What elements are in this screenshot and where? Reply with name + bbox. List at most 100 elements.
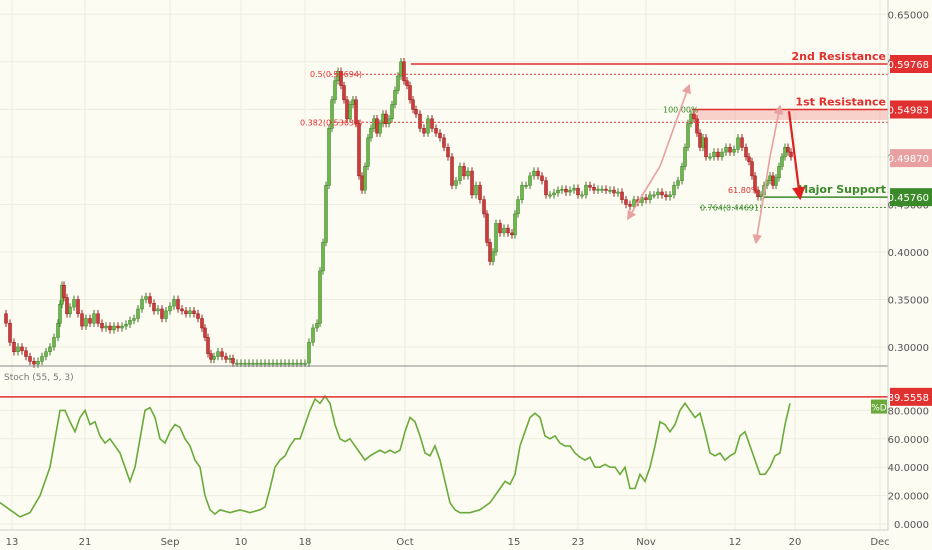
- candle: [418, 113, 422, 129]
- candle: [434, 128, 438, 134]
- candle: [753, 175, 757, 191]
- price-tick-label: 0.30000: [888, 343, 929, 354]
- candle: [656, 191, 660, 196]
- candle: [576, 187, 580, 196]
- candle: [786, 147, 790, 153]
- candle: [216, 351, 220, 357]
- stoch-title: Stoch (55, 5, 3): [4, 373, 74, 383]
- candle: [430, 118, 434, 129]
- candle: [695, 118, 699, 134]
- stoch-tick-label: 0.0000: [894, 520, 929, 531]
- projection-arrow-pink: [626, 165, 661, 221]
- candle: [470, 170, 474, 196]
- candle: [686, 123, 690, 148]
- candle: [40, 356, 44, 362]
- candle: [604, 188, 608, 191]
- candle: [44, 351, 48, 357]
- candle: [366, 137, 370, 167]
- candle: [390, 104, 394, 120]
- candle: [360, 175, 364, 191]
- time-tick-label: 23: [572, 537, 585, 548]
- time-tick-label: Sep: [161, 537, 180, 548]
- candle: [528, 175, 532, 186]
- candle: [180, 308, 184, 312]
- candle: [506, 227, 510, 234]
- current-price-badge: [890, 149, 932, 168]
- candle: [683, 147, 687, 167]
- candle: [387, 118, 391, 124]
- candle: [759, 194, 763, 198]
- candle: [740, 137, 744, 148]
- candle: [354, 99, 358, 124]
- projection-arrow-red: [787, 111, 806, 201]
- candle: [112, 325, 116, 331]
- candle: [32, 360, 36, 365]
- candle: [295, 362, 299, 365]
- candle: [736, 137, 740, 150]
- price-tick-label: 0.35000: [888, 295, 929, 306]
- candle: [485, 213, 489, 243]
- projection-arrow-pink: [659, 83, 691, 167]
- candle: [668, 194, 672, 198]
- candle: [120, 325, 124, 329]
- candle: [756, 189, 760, 198]
- candle: [624, 199, 628, 205]
- candle: [20, 346, 24, 352]
- candle: [144, 296, 148, 300]
- grid-lines: [0, 0, 888, 530]
- candle: [478, 185, 482, 200]
- candle: [402, 61, 406, 82]
- candle: [251, 362, 255, 365]
- candle: [239, 362, 243, 365]
- candle: [92, 313, 96, 324]
- fib-label-3: 61.80%: [728, 186, 759, 195]
- candle: [136, 308, 140, 319]
- candle: [348, 104, 352, 120]
- candle: [333, 80, 337, 101]
- price-tick-label: 0.40000: [888, 248, 929, 259]
- candle: [408, 85, 412, 101]
- candle: [628, 204, 632, 207]
- candle: [65, 297, 69, 314]
- candle: [446, 147, 450, 158]
- candle: [750, 161, 754, 177]
- candle: [363, 166, 367, 191]
- candle: [491, 251, 495, 262]
- candle: [652, 194, 656, 197]
- level-badge-1-text: 0.54983: [888, 105, 929, 116]
- time-tick-label: 21: [79, 537, 92, 548]
- price-series: [4, 57, 793, 368]
- time-tick-label: 15: [508, 537, 521, 548]
- candle: [438, 132, 442, 139]
- candle: [315, 322, 319, 329]
- candle: [345, 99, 349, 120]
- candle: [474, 185, 478, 196]
- candle: [524, 185, 528, 187]
- candle: [520, 185, 524, 200]
- candle: [16, 346, 20, 352]
- candle: [56, 322, 60, 338]
- candle: [584, 185, 588, 196]
- candle: [255, 362, 259, 365]
- candle: [62, 284, 66, 298]
- candle: [209, 353, 213, 360]
- candle: [728, 147, 732, 153]
- stoch-line: [0, 394, 791, 518]
- candle: [608, 189, 612, 192]
- candle: [375, 118, 379, 134]
- time-axis[interactable]: 13 21 Sep 10 18 Oct 15 23 Nov 12 20 Dec: [6, 537, 890, 548]
- candle: [789, 151, 793, 158]
- candle: [24, 350, 28, 357]
- projection-arrows: [626, 83, 806, 245]
- candle: [357, 123, 361, 177]
- candle: [68, 306, 72, 314]
- candle: [426, 118, 430, 134]
- candle: [324, 185, 328, 243]
- price-tick-label: 0.65000: [888, 10, 929, 21]
- candle: [680, 166, 684, 181]
- time-tick-label: 10: [235, 537, 248, 548]
- candle: [263, 362, 267, 365]
- candle: [267, 362, 271, 365]
- stoch-axis[interactable]: 80.0000 60.0000 40.0000 20.0000 0.0000: [888, 406, 929, 531]
